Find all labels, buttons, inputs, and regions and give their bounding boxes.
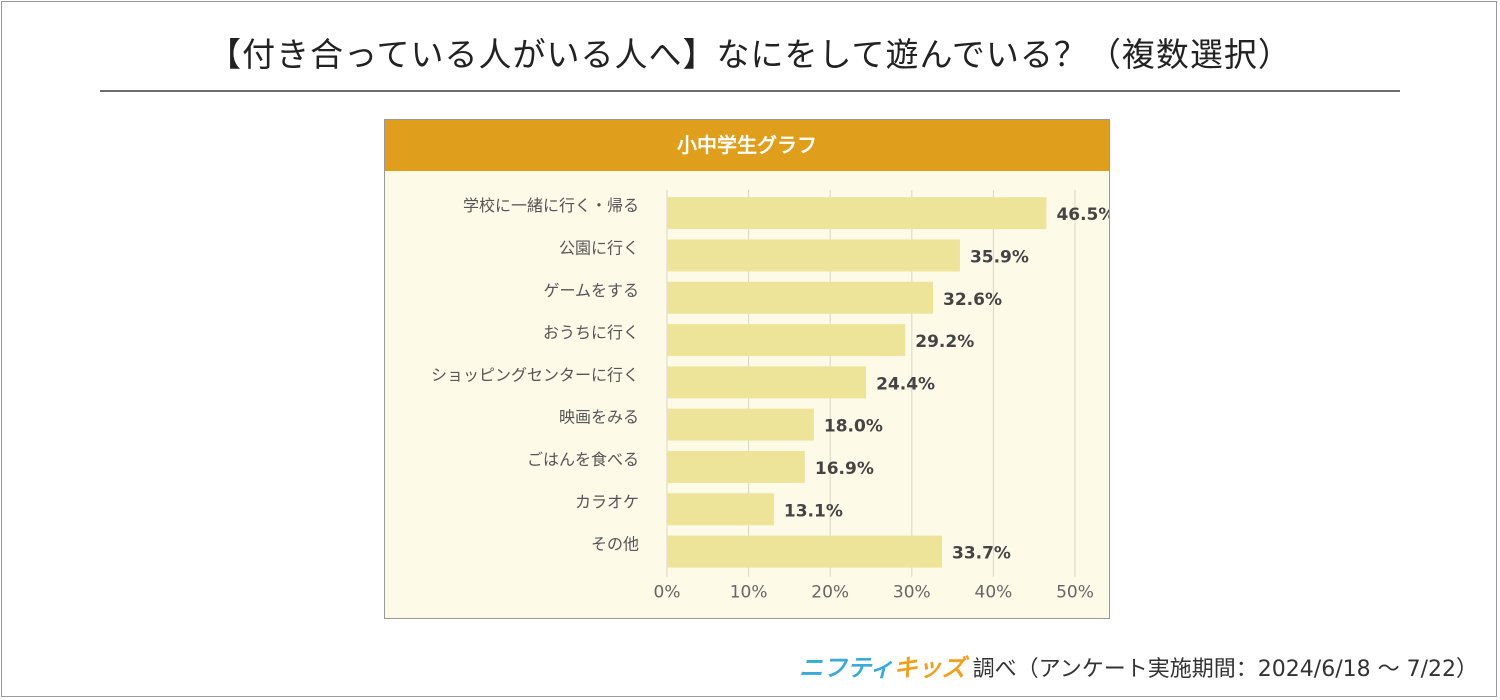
bar: [667, 197, 1047, 230]
bar-value-label: 13.1%: [784, 501, 843, 521]
bar-value-label: 46.5%: [1056, 205, 1109, 225]
bar-value-label: 16.9%: [815, 459, 874, 479]
bar-value-label: 24.4%: [876, 374, 935, 394]
x-tick-label: 40%: [975, 583, 1013, 603]
bar: [667, 366, 867, 399]
footer-text: 調べ（アンケート実施期間：2024/6/18 〜 7/22）: [972, 657, 1478, 682]
category-label: ショッピングセンターに行く: [431, 365, 639, 384]
category-label: ゲームをする: [543, 281, 639, 300]
bar: [667, 493, 774, 526]
chart-title: 小中学生グラフ: [385, 120, 1109, 171]
bar: [667, 281, 934, 314]
bar: [667, 324, 906, 357]
title-divider: [100, 90, 1400, 92]
category-label: その他: [591, 535, 639, 554]
bar: [667, 408, 814, 441]
bar: [667, 535, 942, 568]
page-title: 【付き合っている人がいる人へ】なにをして遊んでいる？（複数選択）: [208, 35, 1292, 74]
bar-chart: 0% 10% 20% 30% 40% 50% 学校に一緒に行く・帰る 46.5% 公園に行く 35…: [431, 190, 1109, 603]
category-label: 公園に行く: [559, 238, 639, 257]
bar-value-label: 32.6%: [943, 290, 1002, 310]
x-tick-label: 30%: [893, 583, 931, 603]
x-tick-label: 0%: [654, 583, 681, 603]
bar-value-label: 18.0%: [824, 417, 883, 437]
brand-logo: ニフティキッズ: [799, 654, 966, 682]
bar-value-label: 29.2%: [915, 332, 974, 352]
footer-credit: ニフティキッズ 調べ（アンケート実施期間：2024/6/18 〜 7/22）: [799, 648, 1478, 683]
category-label: おうちに行く: [543, 323, 639, 342]
bar-value-label: 35.9%: [970, 247, 1029, 267]
x-tick-label: 50%: [1056, 583, 1094, 603]
chart-panel: 小中学生グラフ 0% 10% 20% 30% 40% 50% 学校に一緒に行く・帰る 46.5…: [384, 119, 1110, 619]
category-label: カラオケ: [575, 492, 639, 511]
category-label: ごはんを食べる: [527, 450, 639, 469]
bar: [667, 450, 805, 483]
bar-value-label: 33.7%: [952, 544, 1011, 564]
bar: [667, 239, 960, 272]
category-label: 学校に一緒に行く・帰る: [463, 196, 639, 215]
brand-logo-part1: ニフティ: [799, 654, 894, 682]
brand-logo-part2: キッズ: [893, 654, 966, 682]
x-tick-label: 20%: [811, 583, 849, 603]
category-label: 映画をみる: [559, 408, 639, 427]
x-tick-label: 10%: [730, 583, 768, 603]
